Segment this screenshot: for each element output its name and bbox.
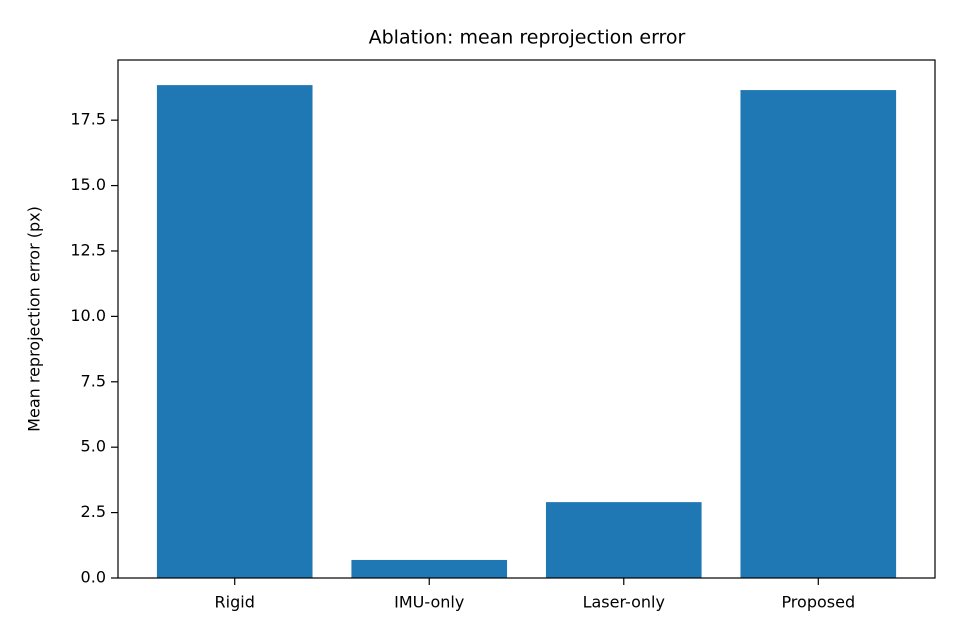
x-tick-label: Proposed	[781, 593, 855, 612]
bar	[740, 90, 897, 578]
y-tick-label: 12.5	[70, 240, 106, 259]
y-tick-label: 7.5	[81, 371, 106, 390]
bar	[545, 502, 702, 578]
y-tick-label: 0.0	[81, 568, 106, 587]
y-tick-label: 2.5	[81, 502, 106, 521]
bar	[351, 559, 508, 578]
y-axis-label: Mean reprojection error (px)	[25, 206, 44, 432]
chart-title: Ablation: mean reprojection error	[369, 27, 686, 49]
y-tick-label: 17.5	[70, 110, 106, 129]
x-tick-label: Rigid	[215, 593, 255, 612]
bar	[156, 85, 313, 579]
y-tick-label: 15.0	[70, 175, 106, 194]
y-tick-label: 10.0	[70, 306, 106, 325]
x-tick-label: Laser-only	[583, 593, 665, 612]
x-tick-label: IMU-only	[394, 593, 464, 612]
y-tick-label: 5.0	[81, 437, 106, 456]
plot-frame	[117, 59, 936, 579]
